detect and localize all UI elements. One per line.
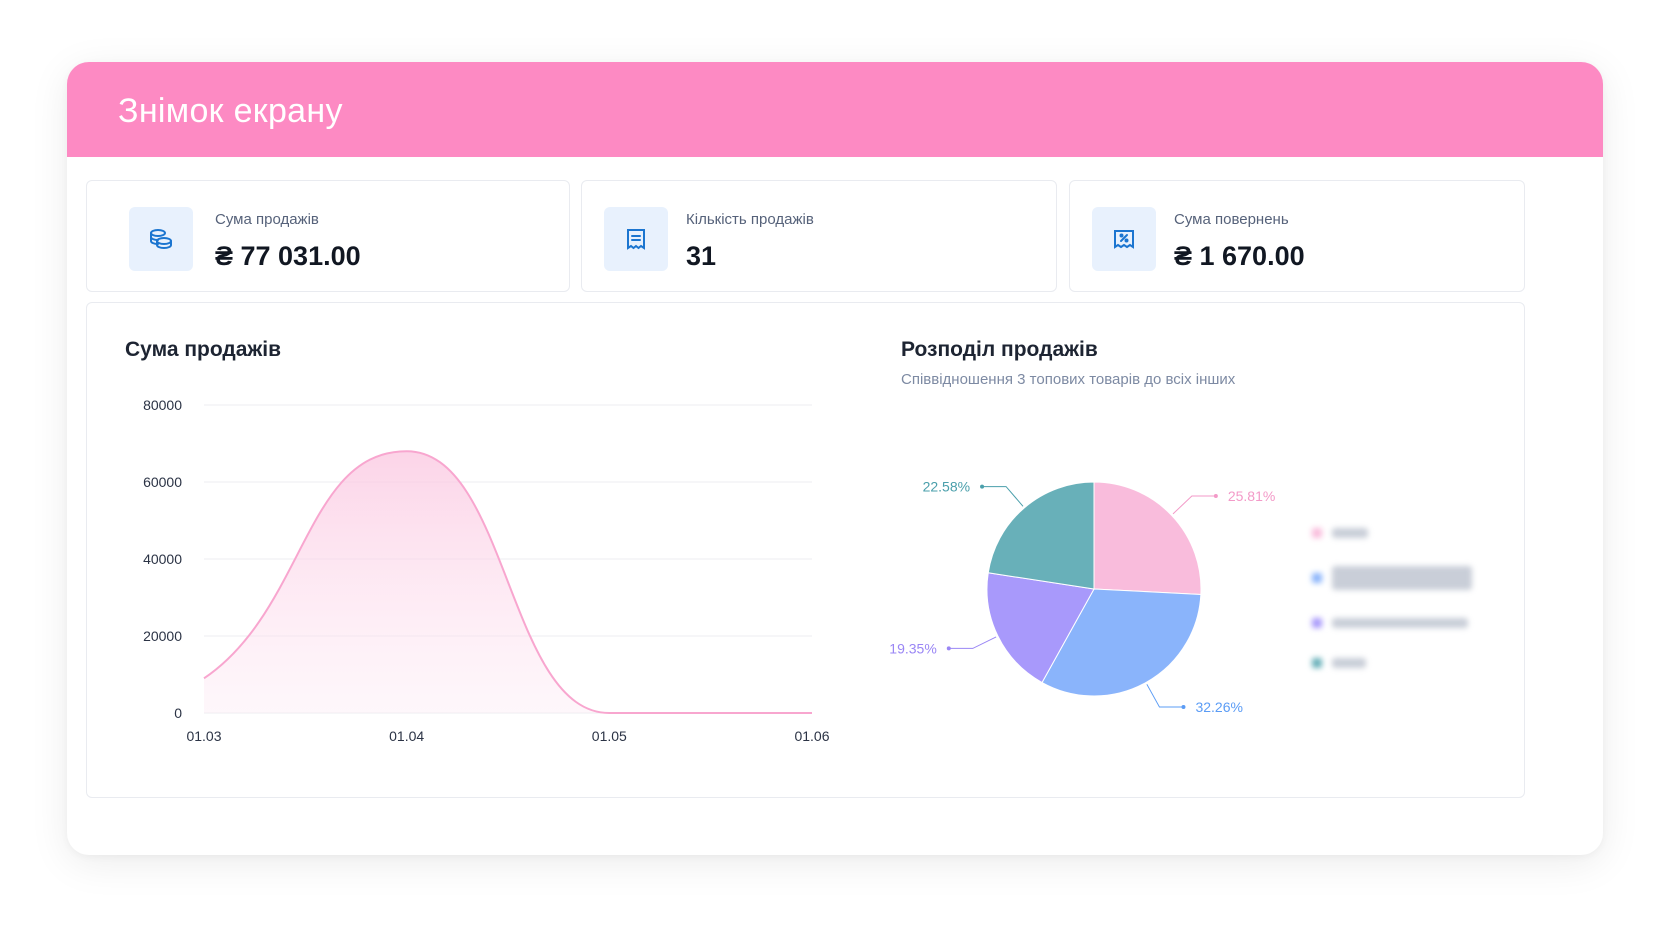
legend-item [1312,603,1492,643]
x-tick-label: 01.06 [794,728,829,744]
x-tick-label: 01.04 [389,728,424,744]
pie-slice [987,481,1095,590]
pie-leader-line [948,636,997,649]
legend-item [1312,643,1492,683]
pie-leader-line [1172,495,1216,515]
pie-leader-dot [946,646,951,651]
pie-leader-dot [1213,494,1218,499]
sales-pie-chart: 25.81% 32.26% 19.35% 22.58% [889,479,1275,715]
stat-label: Кількість продажів [686,211,814,228]
charts-panel: Сума продажів Розподіл продажів Співвідн… [86,302,1525,798]
stat-label: Сума продажів [215,211,319,228]
stat-value: ₴ 1 670.00 [1174,241,1305,271]
y-tick-label: 40000 [143,551,182,567]
area-line [203,450,812,715]
pie-leader-line [1146,684,1184,708]
x-tick-label: 01.03 [186,728,221,744]
pie-slice-label: 25.81% [1228,488,1275,504]
window-title: Знімок екрану [118,92,343,130]
screenshot-window: Знімок екрану Сума продажів ₴ 77 031.00 … [67,62,1603,855]
sales-area-chart: 80000 60000 40000 20000 001.03 01.04 01.05 01.0… [143,397,830,744]
refund-receipt-icon [1092,207,1156,271]
pie-leader-line [982,486,1024,507]
pie-leader-dot [1181,705,1186,710]
stat-card-refunds-sum: Сума повернень ₴ 1 670.00 [1069,180,1525,292]
pie-chart-title: Розподіл продажів [901,338,1098,361]
stat-value: ₴ 77 031.00 [215,241,361,271]
pie-slice-label: 22.58% [923,479,970,495]
title-bar: Знімок екрану [67,62,1603,157]
y-tick-label: 60000 [143,474,182,490]
stat-label: Сума повернень [1174,211,1289,228]
pie-legend [1312,513,1492,683]
legend-item [1312,553,1492,603]
pie-slice [986,572,1095,684]
pie-slice [1041,588,1202,697]
y-tick-label: 0 [174,705,182,721]
pie-slice-label: 32.26% [1195,699,1242,715]
stat-card-sales-count: Кількість продажів 31 [581,180,1057,292]
y-tick-label: 20000 [143,628,182,644]
stat-value: 31 [686,241,717,271]
legend-item [1312,513,1492,553]
pie-leader-dot [980,484,985,489]
receipt-list-icon [604,207,668,271]
line-chart-title: Сума продажів [125,338,282,361]
stat-card-sales-sum: Сума продажів ₴ 77 031.00 [86,180,570,292]
coins-icon [129,207,193,271]
x-tick-label: 01.05 [592,728,627,744]
pie-slice-label: 19.35% [889,640,936,656]
y-tick-label: 80000 [143,397,182,413]
pie-slice [1093,481,1202,595]
pie-chart-subtitle: Співвідношення 3 топових товарів до всіх… [901,371,1236,388]
